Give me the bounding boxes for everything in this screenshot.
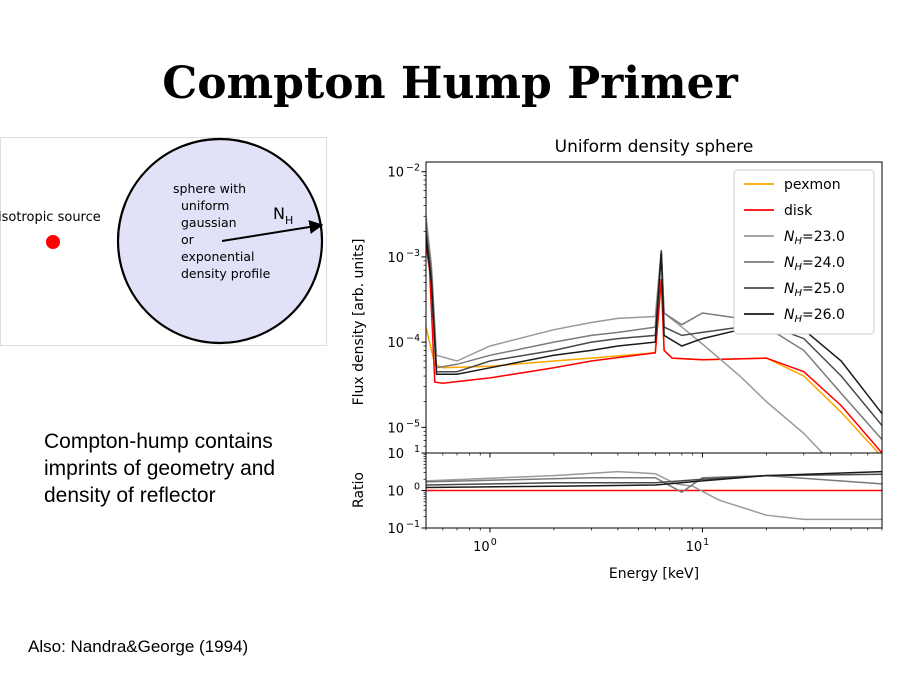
legend-label: disk <box>784 203 813 219</box>
legend-label: NH=25.0 <box>784 281 845 299</box>
bottom-ylabel: Ratio <box>351 472 367 508</box>
top-series-disk <box>426 244 882 453</box>
body-line: imprints of geometry and <box>44 457 276 480</box>
bottom-series-n-h-26-0 <box>426 470 882 489</box>
bottom-y-tick-label: 10 −1 <box>387 519 420 537</box>
bottom-y-tick-label: 10 0 <box>387 482 420 500</box>
legend-label: pexmon <box>784 177 841 193</box>
x-tick-label: 101 <box>686 537 710 555</box>
nh-arrow <box>221 220 324 242</box>
legend-label: NH=26.0 <box>784 307 845 325</box>
legend-label: NH=24.0 <box>784 255 845 273</box>
sphere-circle <box>116 137 324 345</box>
sphere-description: sphere with uniform gaussian or exponent… <box>173 181 271 281</box>
top-ylabel: Flux density [arb. units] <box>351 239 367 406</box>
bottom-series-group <box>426 470 882 521</box>
bottom-y-tick-label: 10 1 <box>387 444 420 462</box>
chart-title: Uniform density sphere <box>555 137 754 157</box>
sphere-diagram: isotropic source NH sphere with uniform … <box>0 137 327 346</box>
legend-label: NH=23.0 <box>784 229 845 247</box>
top-y-tick-label: 10 −4 <box>387 333 420 351</box>
slide-title: Compton Hump Primer <box>162 58 738 109</box>
top-y-tick-label: 10 −5 <box>387 418 420 436</box>
footnote: Also: Nandra&George (1994) <box>28 637 249 656</box>
body-line: Compton-hump contains <box>44 430 273 453</box>
nh-label: NH <box>273 204 293 227</box>
top-series-n-h-23-0 <box>426 216 824 453</box>
x-tick-label: 100 <box>473 537 497 555</box>
body-text: Compton-hump contains imprints of geomet… <box>44 428 344 509</box>
legend-box <box>733 169 875 335</box>
legend: pexmon disk NH=23.0 NH=24.0 NH=25.0 NH=26.0 <box>733 169 875 335</box>
body-line: density of reflector <box>44 484 216 507</box>
top-y-tick-label: 10 −3 <box>387 248 420 266</box>
x-axis-label: Energy [keV] <box>609 566 699 582</box>
isotropic-source-dot <box>46 235 60 249</box>
bottom-series-n-h-23-0 <box>426 470 882 521</box>
top-y-tick-label: 10 −2 <box>387 163 420 181</box>
chart-uniform-density-sphere: Uniform density sphere Flux density [arb… <box>351 137 883 582</box>
isotropic-source-label: isotropic source <box>0 210 101 225</box>
